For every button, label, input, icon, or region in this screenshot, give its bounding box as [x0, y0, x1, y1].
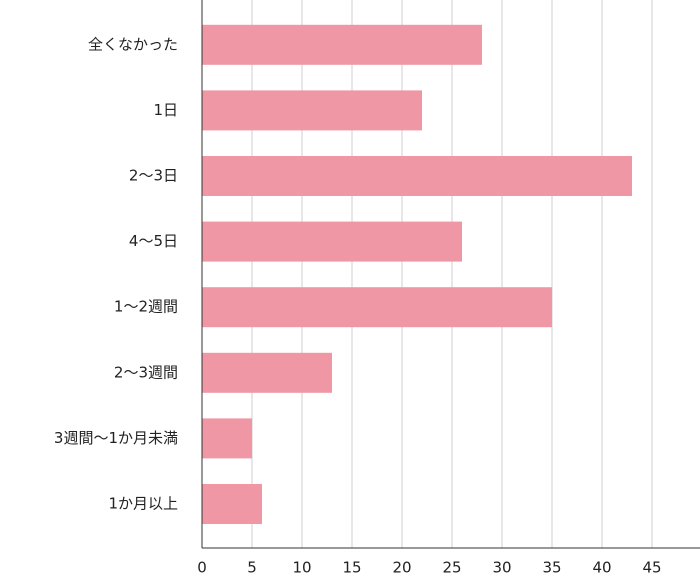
x-tick-label: 20 — [392, 559, 411, 575]
bar — [202, 287, 552, 328]
bar — [202, 24, 482, 65]
y-tick-label: 1～2週間 — [114, 298, 178, 316]
x-tick-label: 10 — [292, 559, 311, 575]
x-tick-label: 45 — [642, 559, 661, 575]
y-tick-label: 2～3週間 — [114, 363, 178, 381]
y-tick-label: 2～3日 — [129, 167, 178, 185]
bar — [202, 418, 252, 459]
bar — [202, 221, 462, 262]
x-tick-label: 35 — [542, 559, 561, 575]
bar — [202, 352, 332, 393]
x-tick-label: 0 — [197, 559, 207, 575]
y-tick-label: 全くなかった — [88, 35, 178, 53]
x-tick-label: 5 — [247, 559, 257, 575]
x-tick-label: 30 — [492, 559, 511, 575]
x-tick-label: 25 — [442, 559, 461, 575]
y-tick-label: 4～5日 — [129, 232, 178, 250]
y-tick-label: 3週間～1か月未満 — [54, 429, 178, 447]
bar — [202, 156, 632, 196]
bar — [202, 90, 422, 131]
y-tick-label: 1か月以上 — [108, 495, 178, 513]
x-tick-label: 15 — [342, 559, 361, 575]
bar — [202, 484, 262, 524]
y-tick-label: 1日 — [153, 101, 178, 119]
x-tick-label: 40 — [592, 559, 611, 575]
